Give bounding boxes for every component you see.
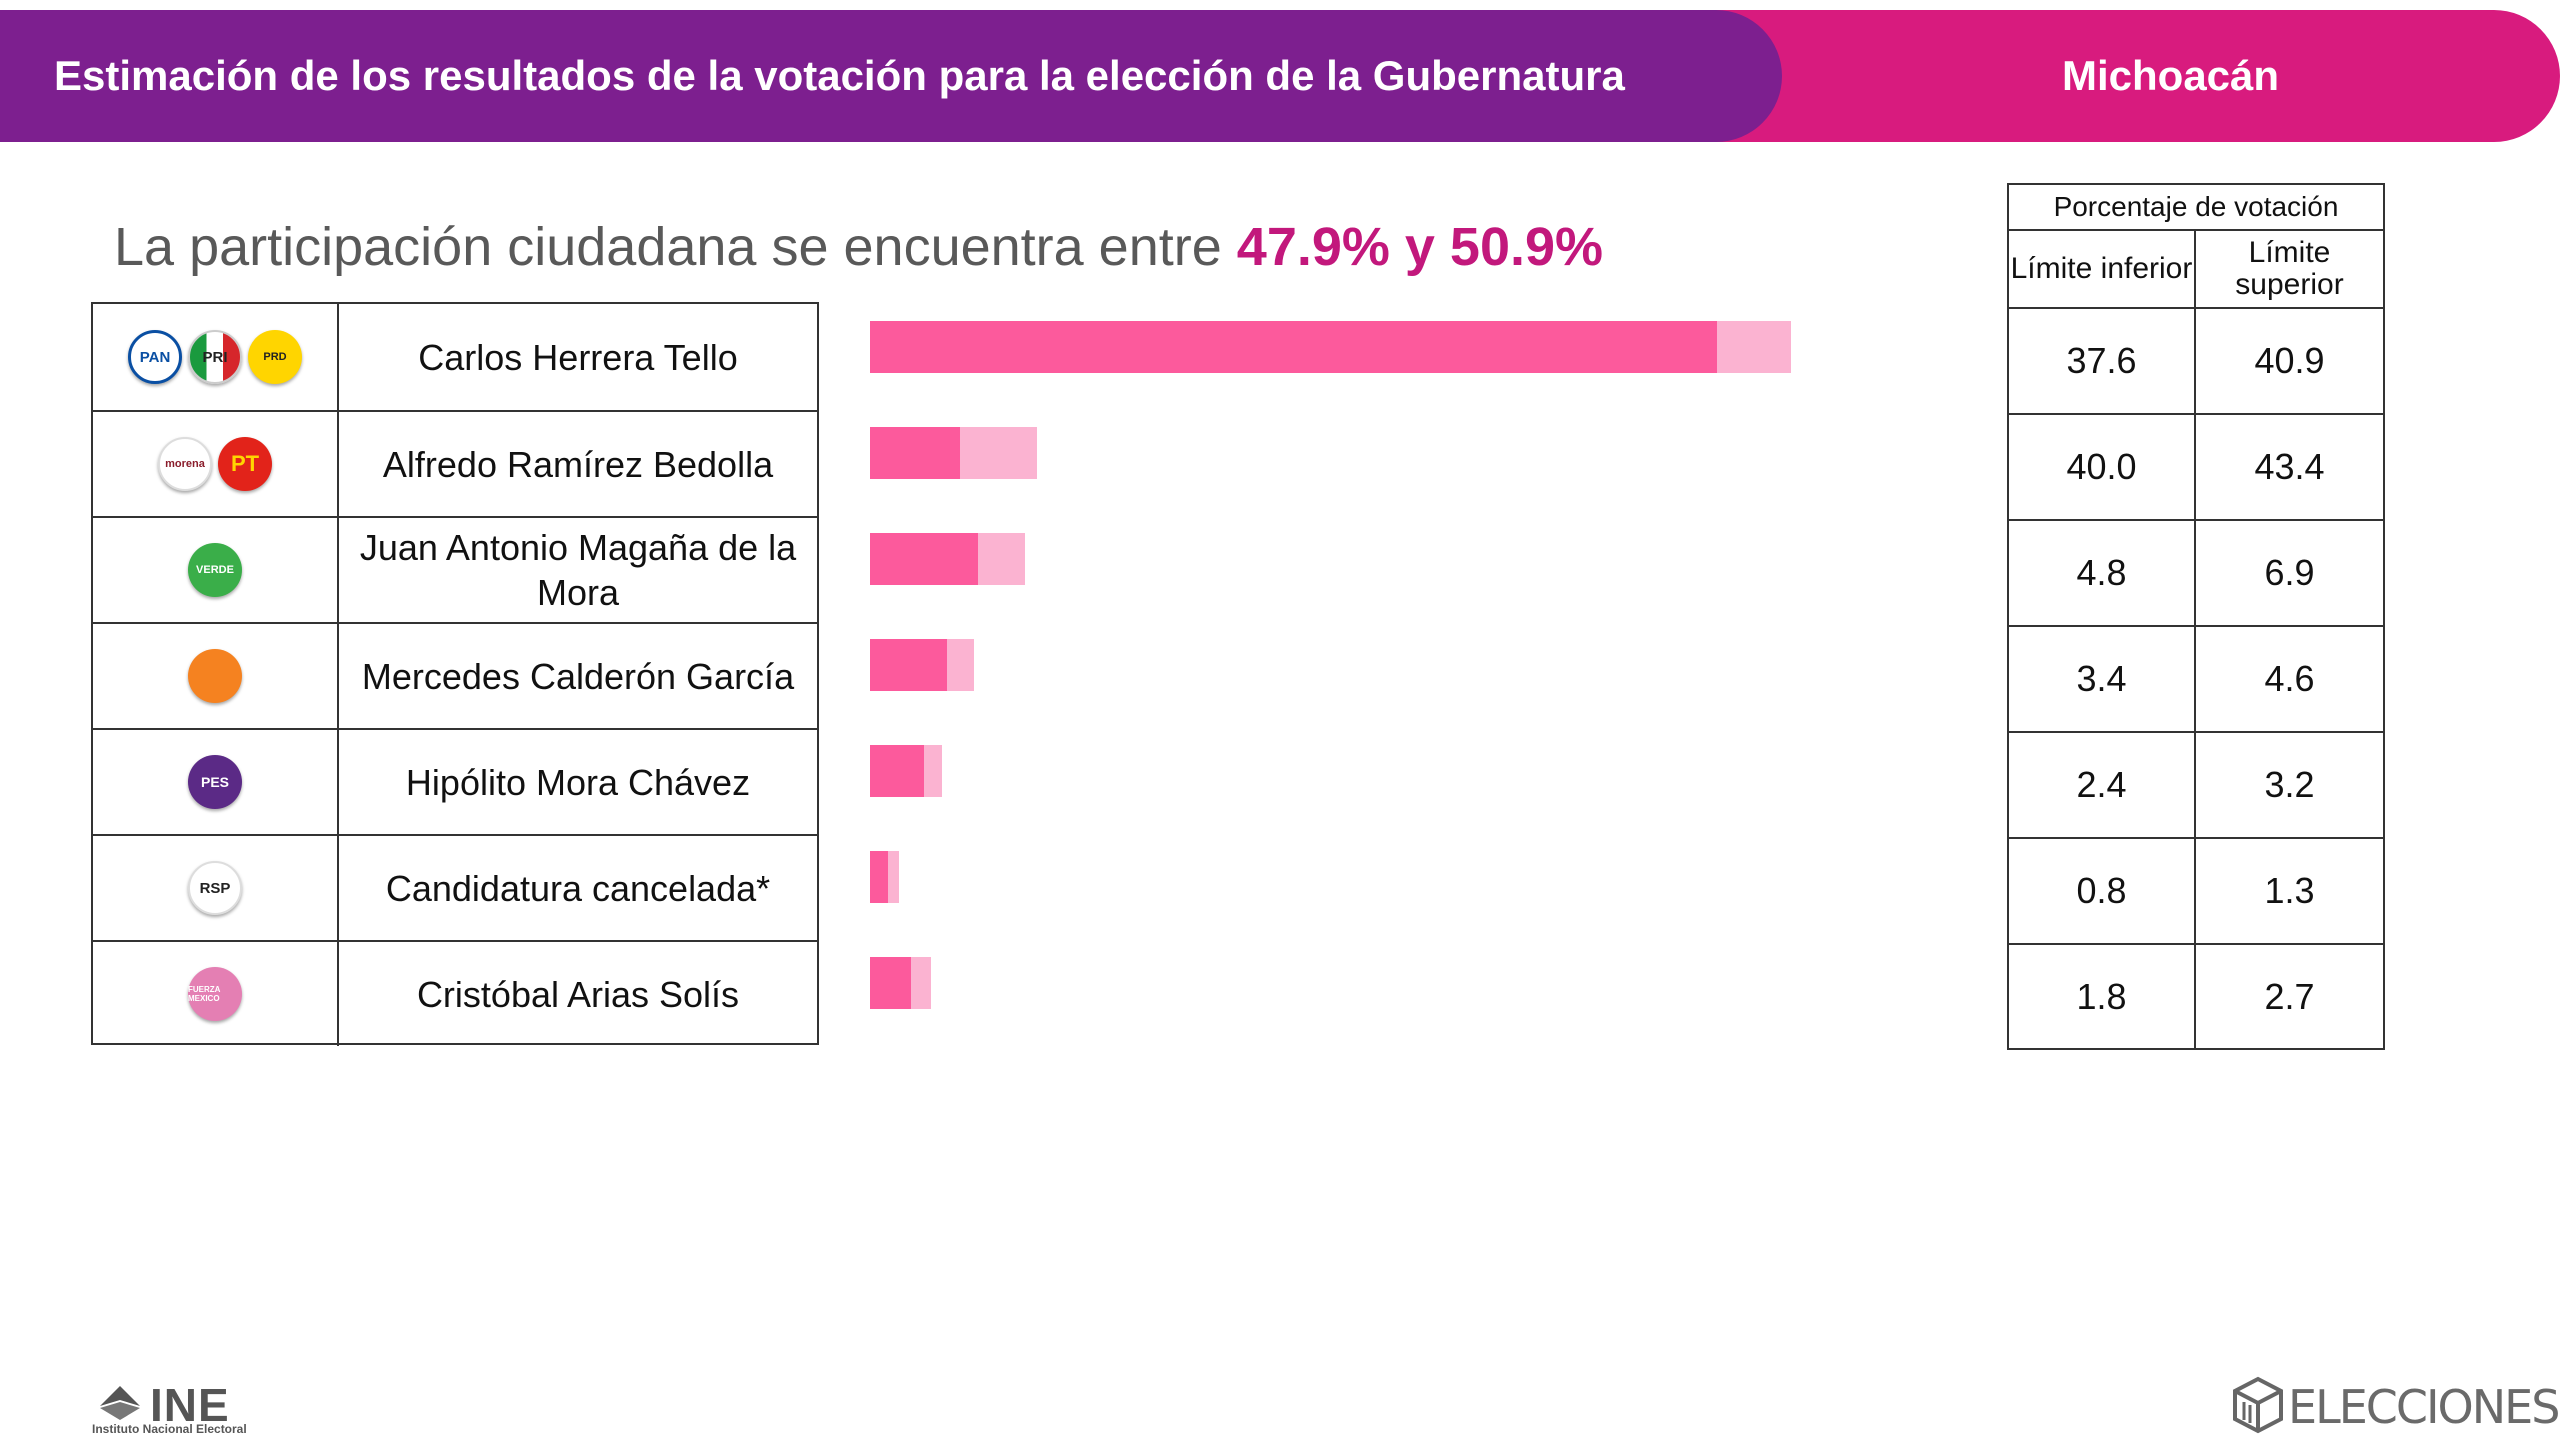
candidate-row: Mercedes Calderón García [93, 622, 817, 728]
upper-limit-value: 40.9 [2254, 340, 2325, 381]
header-banner-title [0, 10, 1782, 142]
lower-limit-value: 37.6 [2009, 309, 2196, 413]
state-name: Michoacán [2062, 52, 2280, 99]
lower-limit-bar [870, 533, 979, 585]
candidate-row: PES Hipólito Mora Chávez [93, 728, 817, 834]
lower-limit-value: 2.4 [2009, 733, 2196, 837]
candidate-row: FUERZA MEXICO Cristóbal Arias Solís [93, 940, 817, 1046]
table-header-lower: Límite inferior [2009, 231, 2196, 307]
lower-limit-bar [870, 851, 888, 903]
upper-limit-value: 4.6 [2264, 658, 2315, 699]
interval-row: 1.8 2.7 [2009, 943, 2383, 1049]
pes-logo-icon: PES [188, 755, 242, 809]
lower-limit-value: 1.8 [2009, 945, 2196, 1049]
rsp-logo-icon: RSP [188, 861, 242, 915]
elecciones-label: ELECCIONES [2288, 1380, 2560, 1434]
candidate-row: RSP Candidatura cancelada* [93, 834, 817, 940]
fuerza-mexico-logo-icon: FUERZA MEXICO [188, 967, 242, 1021]
ine-logo-icon [100, 1386, 140, 1420]
morena-logo-icon: morena [158, 437, 212, 491]
lower-limit-value: 40.0 [2009, 415, 2196, 519]
candidates-table: PAN PRI PRD Carlos Herrera Tello morena PT Alf… [91, 302, 819, 1046]
ine-subtitle: Instituto Nacional Electoral [92, 1422, 247, 1436]
lower-limit-bar [870, 745, 925, 797]
interval-row: 3.4 4.6 [2009, 625, 2383, 731]
table-header-percentage: Porcentaje de votación [2009, 185, 2383, 231]
candidate-row: morena PT Alfredo Ramírez Bedolla [93, 410, 817, 516]
upper-limit-value: 3.2 [2264, 764, 2315, 805]
lower-limit-bar [870, 639, 947, 691]
participation-prefix: La participación ciudadana se encuentra … [114, 217, 1222, 277]
estimate-bars-chart [870, 302, 1970, 1045]
lower-limit-bar [870, 957, 911, 1009]
candidate-name: Juan Antonio Magaña de la Mora [359, 527, 797, 613]
lower-limit-value: 0.8 [2009, 839, 2196, 943]
candidate-row: VERDE Juan Antonio Magaña de la Mora [93, 516, 817, 622]
participation-text: La participación ciudadana se encuentra … [114, 216, 1603, 278]
candidate-name: Hipólito Mora Chávez [405, 761, 751, 803]
lower-limit-bar [870, 321, 1717, 373]
table-header-upper: Límite superior [2235, 236, 2344, 301]
party-logos-cell: RSP [93, 836, 339, 940]
party-logos-cell: FUERZA MEXICO [93, 942, 339, 1046]
interval-row: 40.0 43.4 [2009, 413, 2383, 519]
upper-limit-value: 6.9 [2264, 552, 2315, 593]
candidate-name: Cristóbal Arias Solís [416, 973, 740, 1015]
lower-limit-bar [870, 427, 961, 479]
lower-limit-value: 4.8 [2009, 521, 2196, 625]
participation-range: 47.9% y 50.9% [1236, 217, 1604, 277]
movimiento-ciudadano-logo-icon [188, 649, 242, 703]
pan-logo-icon: PAN [128, 330, 182, 384]
pvem-logo-icon: VERDE [188, 543, 242, 597]
interval-row: 4.8 6.9 [2009, 519, 2383, 625]
party-logos-cell: VERDE [93, 518, 339, 622]
vote-percentage-table: Porcentaje de votación Límite inferior L… [2007, 183, 2385, 1050]
interval-row: 37.6 40.9 [2009, 307, 2383, 413]
header-banner-state [1700, 10, 2560, 142]
candidate-name: Mercedes Calderón García [361, 655, 795, 697]
party-logos-cell: PES [93, 730, 339, 834]
upper-limit-value: 1.3 [2264, 870, 2315, 911]
party-logos-cell: PAN PRI PRD [93, 304, 339, 410]
interval-row: 2.4 3.2 [2009, 731, 2383, 837]
elecciones-cube-icon [2233, 1376, 2283, 1434]
ine-name: INE [150, 1379, 230, 1431]
prd-logo-icon: PRD [248, 330, 302, 384]
pt-logo-icon: PT [218, 437, 272, 491]
upper-limit-value: 43.4 [2254, 446, 2325, 487]
pri-logo-icon: PRI [188, 330, 242, 384]
upper-limit-value: 2.7 [2264, 976, 2315, 1017]
candidate-name: Alfredo Ramírez Bedolla [382, 443, 774, 485]
page-title: Estimación de los resultados de la votac… [54, 52, 1625, 99]
candidate-name: Carlos Herrera Tello [418, 336, 738, 378]
candidate-row: PAN PRI PRD Carlos Herrera Tello [93, 304, 817, 410]
interval-row: 0.8 1.3 [2009, 837, 2383, 943]
candidate-name: Candidatura cancelada* [385, 867, 771, 909]
party-logos-cell [93, 624, 339, 728]
elecciones-wordmark: ELECCIONES2021 [2288, 1380, 2560, 1434]
party-logos-cell: morena PT [93, 412, 339, 516]
elecciones-year: 2021 [2558, 1380, 2560, 1434]
lower-limit-value: 3.4 [2009, 627, 2196, 731]
